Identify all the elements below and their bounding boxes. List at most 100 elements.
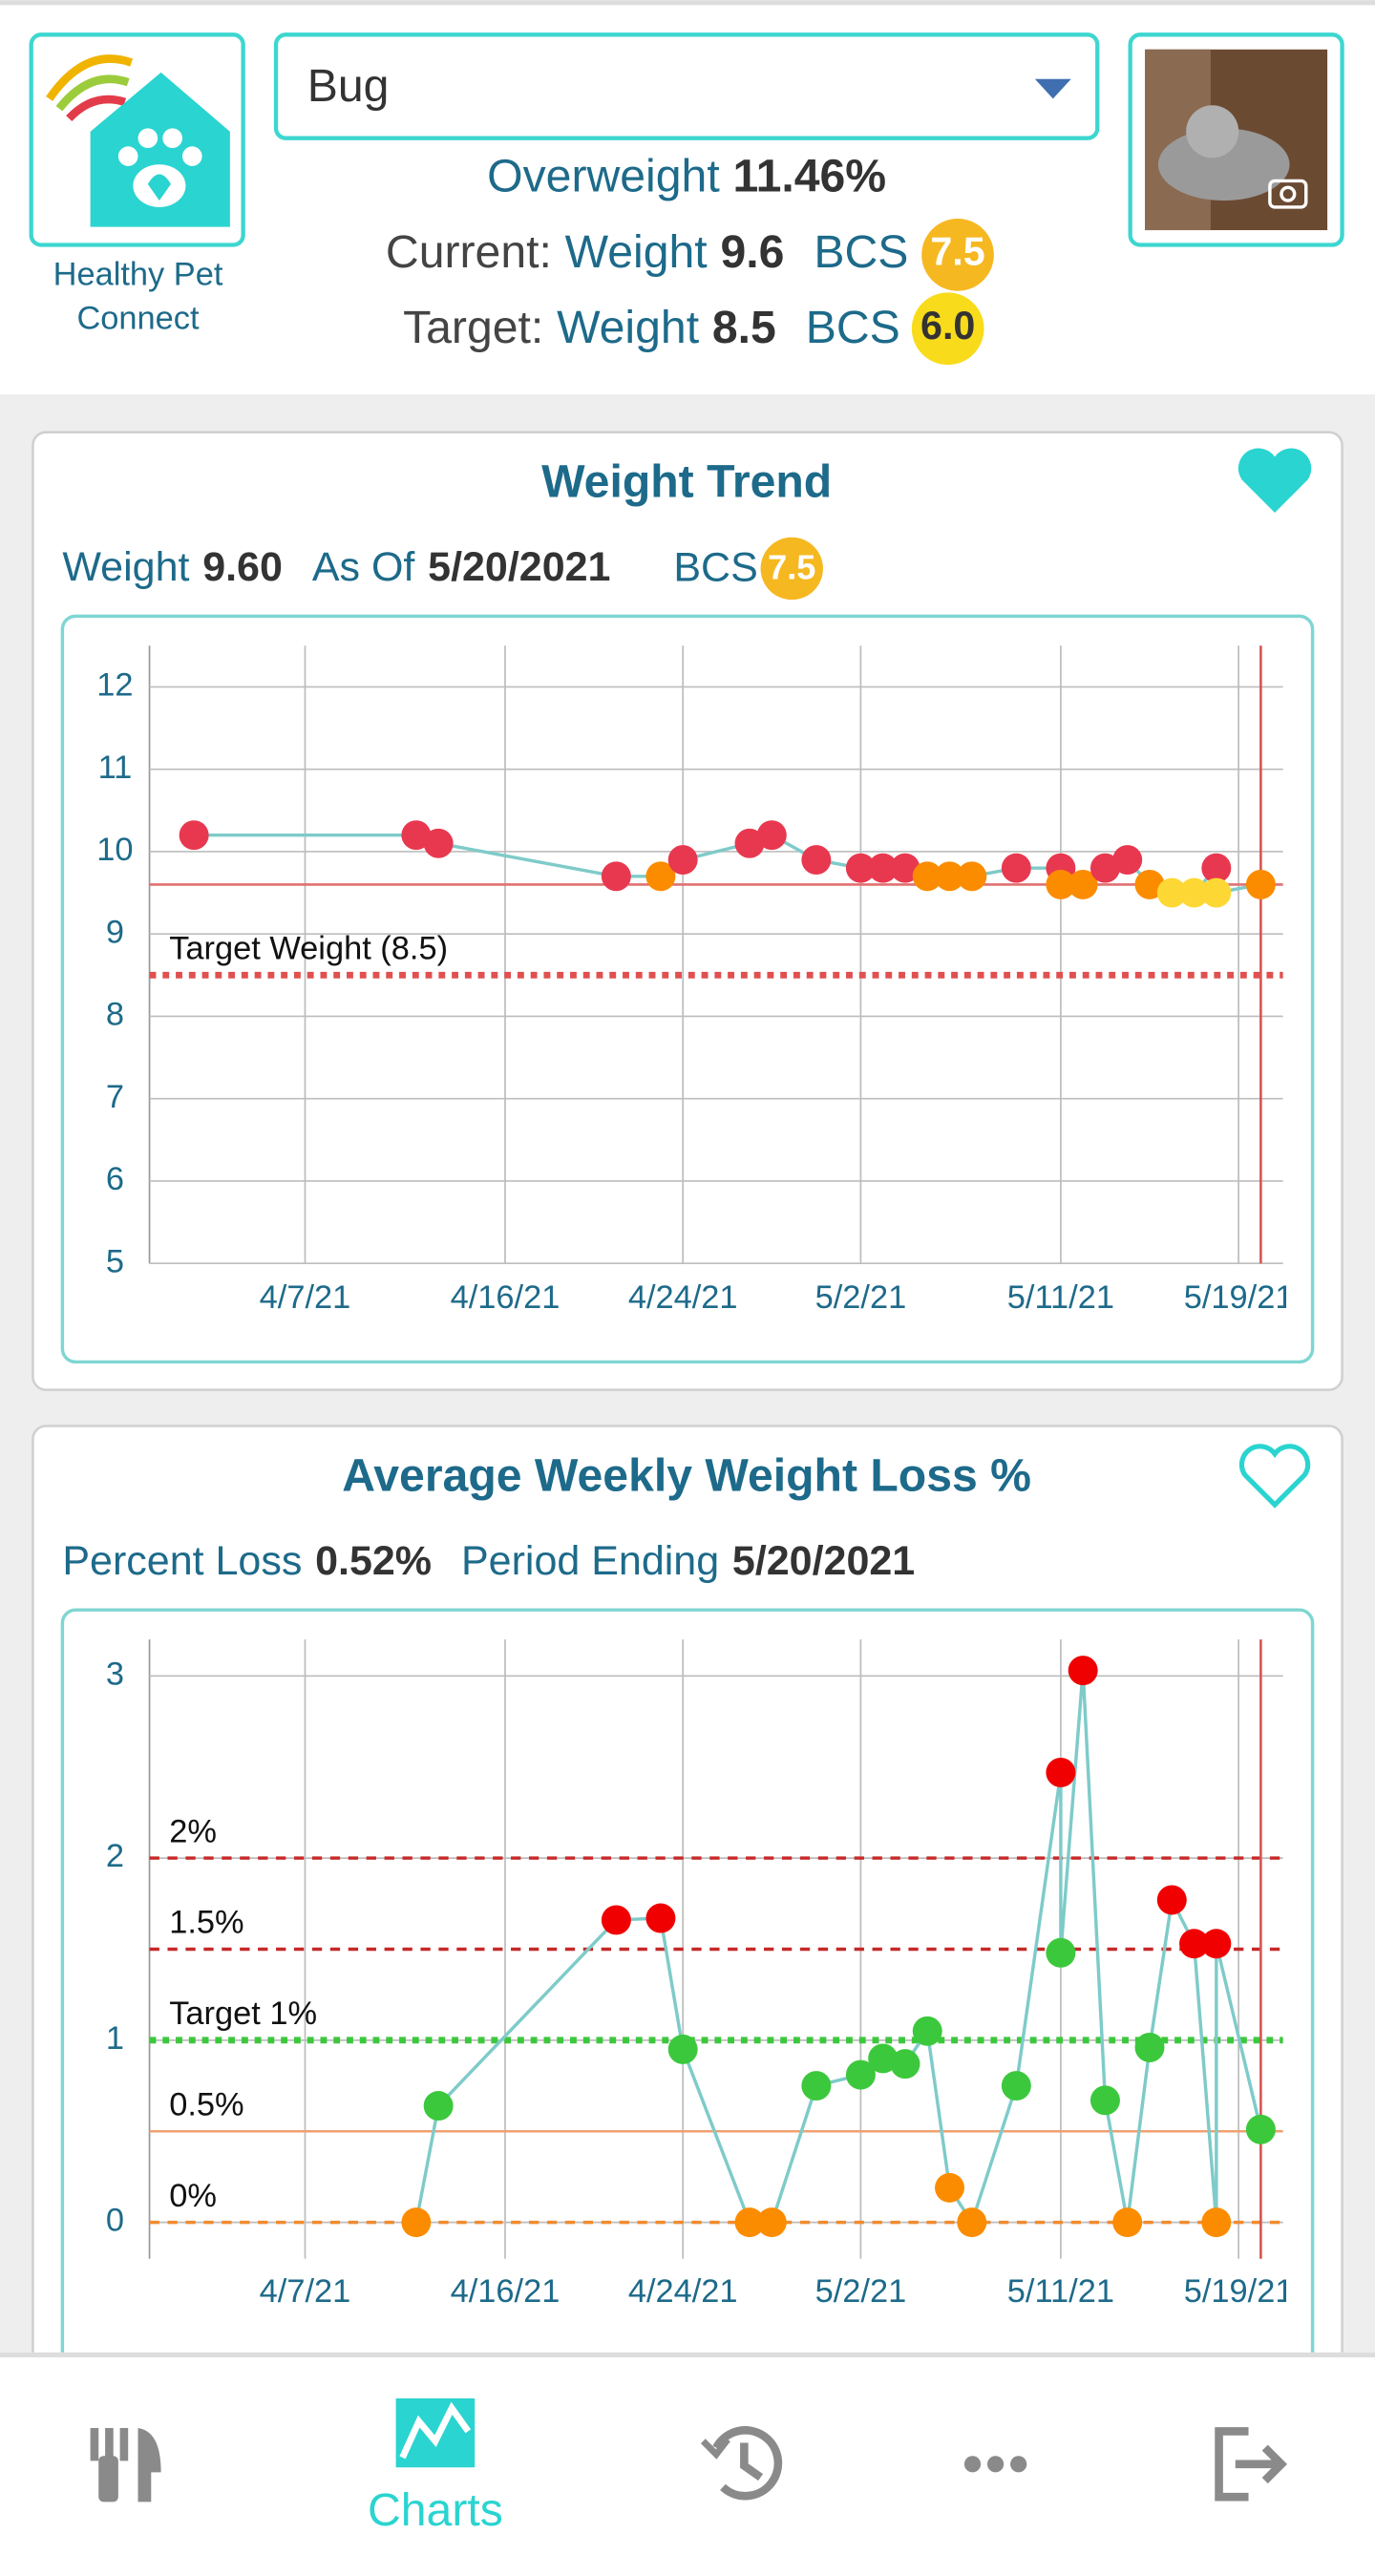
data-point [179,820,209,851]
reference-label: 0.5% [169,2087,243,2123]
bcs-badge [921,219,994,291]
bcs-label: BCS [806,302,900,353]
data-point [423,2091,454,2122]
y-tick-label: 3 [106,1656,124,1692]
data-point [1068,1656,1098,1686]
data-point [890,853,920,883]
data-point [890,2049,920,2080]
data-point [868,853,899,883]
logo-text: Connect [76,301,200,337]
pet-name: Bug [307,60,390,112]
nav-logout[interactable] [1215,2427,1288,2502]
y-tick-label: 11 [98,750,133,786]
data-point [1112,2207,1143,2238]
current-line: Current: Weight 9.6 BCS [386,226,908,278]
stat-value: 9.60 [202,545,283,591]
target-line: Target: Weight 8.5 BCS [403,302,900,353]
pet-dropdown[interactable] [273,32,1100,140]
data-point [935,2172,964,2203]
data-point [1201,877,1232,908]
status-bar [0,0,1375,6]
data-point [423,828,454,858]
stat-value: 5/20/2021 [428,545,610,591]
data-point [645,861,676,892]
bcs-badge [911,292,984,366]
y-tick-label: 10 [96,832,133,868]
status-line: Overweight 11.46% [487,150,886,201]
favorite-button[interactable] [1238,1444,1311,1509]
y-tick-label: 1 [106,2020,124,2057]
status-value: 11.46% [732,150,886,201]
nav-more[interactable] [963,2456,1027,2473]
reference-label: 0% [169,2178,217,2214]
current-label: Current: [386,226,552,278]
data-point [1112,845,1143,876]
data-point [1179,1929,1210,1959]
data-point [1156,877,1187,908]
data-point [845,2059,876,2090]
y-tick-label: 12 [96,667,133,704]
bcs-label: BCS [814,226,908,278]
data-point [801,845,832,876]
y-tick-label: 2 [106,1838,124,1874]
data-line [414,1670,1263,2227]
data-point [667,845,698,876]
x-tick-label: 4/24/21 [628,2273,738,2310]
x-tick-label: 4/16/21 [451,1279,561,1316]
x-tick-label: 5/11/21 [1007,1279,1114,1316]
data-point [957,861,987,892]
data-point [1201,853,1232,883]
logo-text: Healthy Pet [53,256,223,292]
data-point [935,861,964,892]
stat-value: 5/20/2021 [732,1538,915,1584]
data-point [1068,869,1098,899]
reference-label: Target Weight (8.5) [169,931,448,967]
data-point [1001,2071,1031,2101]
pet-photo[interactable] [1128,32,1344,247]
data-point [1201,1929,1232,1959]
x-tick-label: 5/2/21 [815,2273,907,2310]
nav-food[interactable] [90,2427,161,2502]
card-stats: Weight 9.60 As Of 5/20/2021 [62,545,610,591]
chart: 0 1 2 3 4/7/21 4/16/21 4/24/21 5/2/21 5/11/21 5/1… [106,1639,1286,2310]
y-tick-label: 5 [106,1243,124,1279]
data-point [1179,877,1210,908]
stat-label: Period Ending [461,1538,719,1584]
data-point [601,1905,631,1935]
stat-label: As Of [312,545,416,591]
data-point [1201,2207,1232,2238]
current-weight: 9.6 [720,226,784,278]
current-bcs: 7.5 [930,230,984,274]
data-point [1089,2085,1120,2116]
data-point [667,2034,698,2064]
nav-history[interactable] [700,2426,783,2501]
target-label: Target: [403,302,543,353]
x-tick-label: 4/7/21 [260,1279,351,1316]
y-tick-label: 0 [106,2203,124,2239]
bcs-badge [760,537,823,601]
data-point [734,2207,765,2238]
stat-label: Percent Loss [62,1538,302,1584]
nav-charts[interactable] [395,2398,476,2468]
data-point [601,861,631,892]
data-point [756,2207,787,2238]
x-tick-label: 4/24/21 [628,1279,738,1316]
data-point [401,2207,432,2238]
data-point [756,820,787,851]
favorite-button[interactable] [1238,448,1312,513]
data-point [957,2207,987,2238]
data-point [1046,1937,1076,1968]
data-point [1156,1885,1187,1915]
y-tick-label: 6 [106,1161,124,1197]
card-stats: Percent Loss 0.52% Period Ending 5/20/2021 [62,1538,915,1584]
status-label: Overweight [487,150,720,201]
bcs-label: BCS [673,545,757,591]
data-point [801,2071,832,2101]
data-point [1089,853,1120,883]
data-point [401,820,432,851]
logo[interactable] [29,32,245,247]
target-weight: 8.5 [712,302,776,353]
